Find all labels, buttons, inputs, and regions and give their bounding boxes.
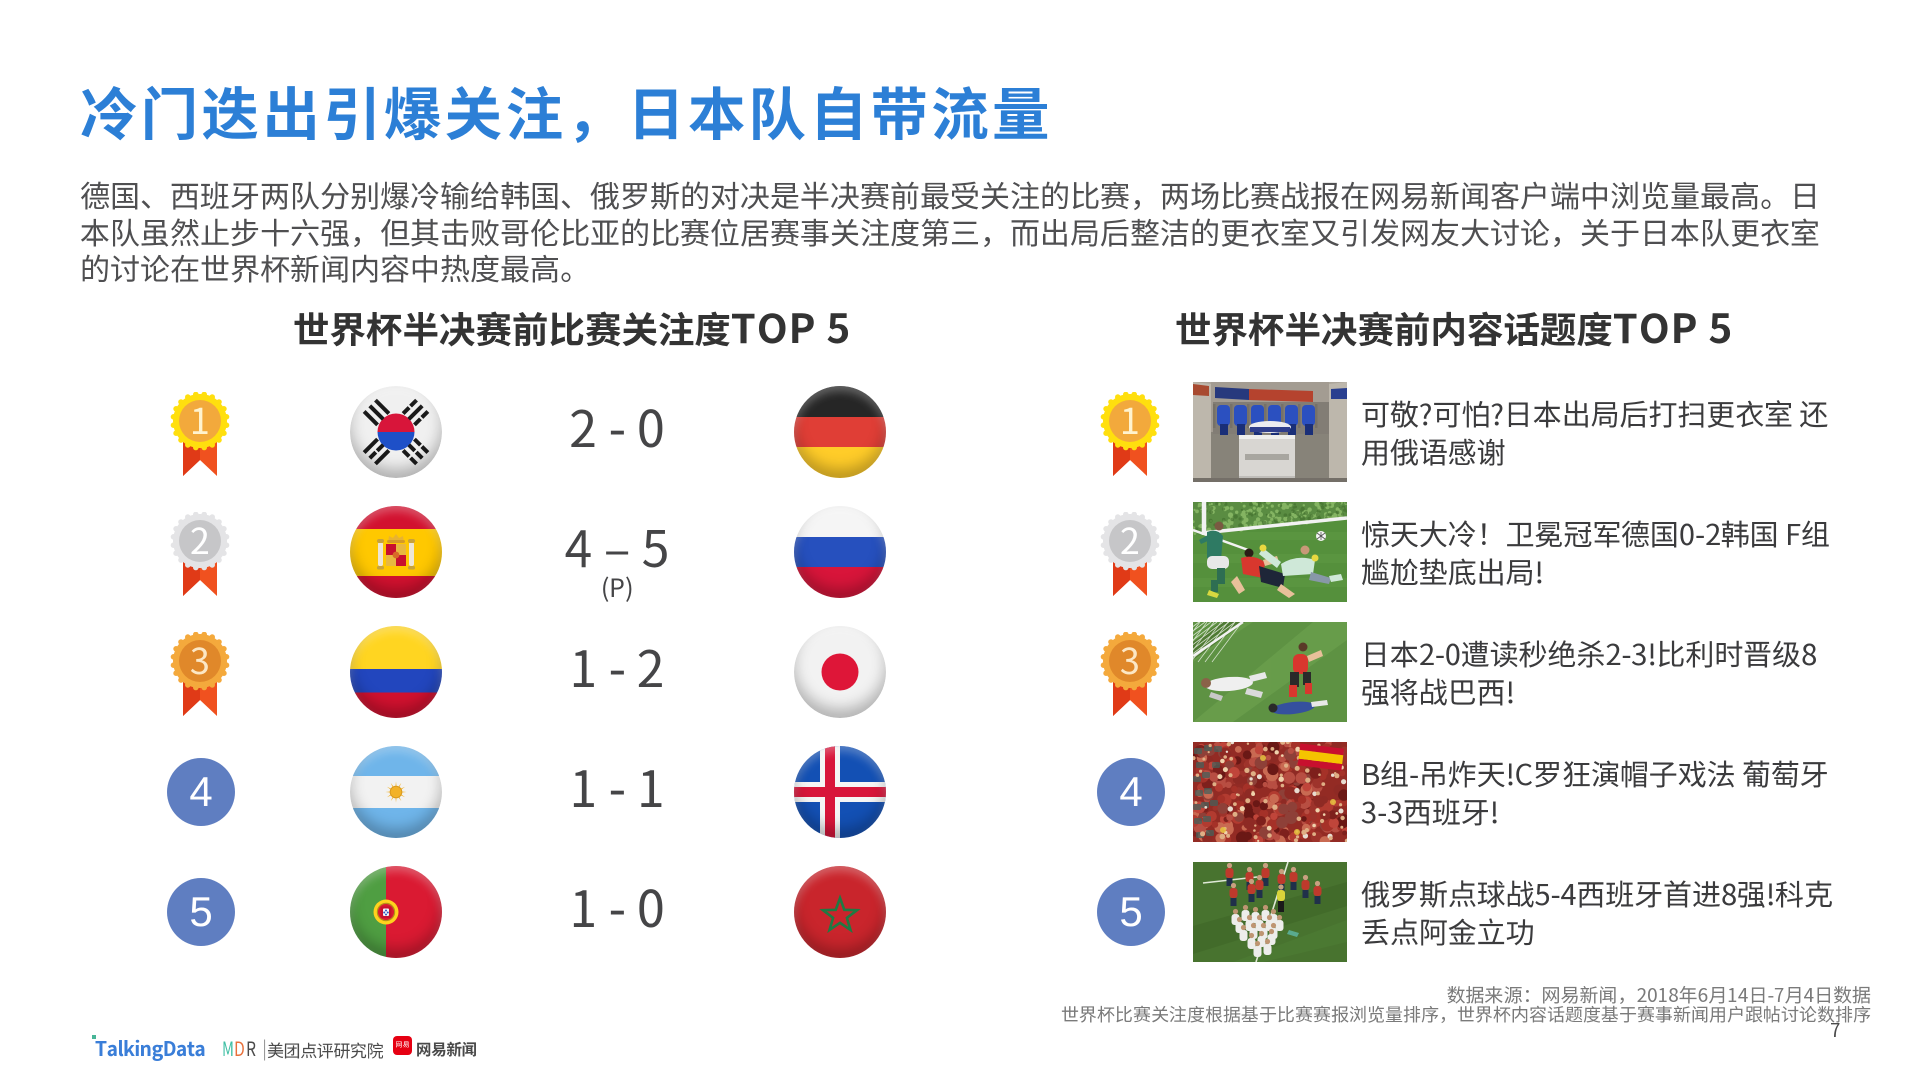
svg-text:3: 3: [1120, 633, 1140, 685]
svg-text:3: 3: [190, 633, 210, 685]
svg-text:2: 2: [1120, 513, 1140, 565]
svg-text:2: 2: [190, 513, 210, 565]
svg-text:1: 1: [1120, 393, 1140, 445]
svg-text:1: 1: [190, 393, 210, 445]
